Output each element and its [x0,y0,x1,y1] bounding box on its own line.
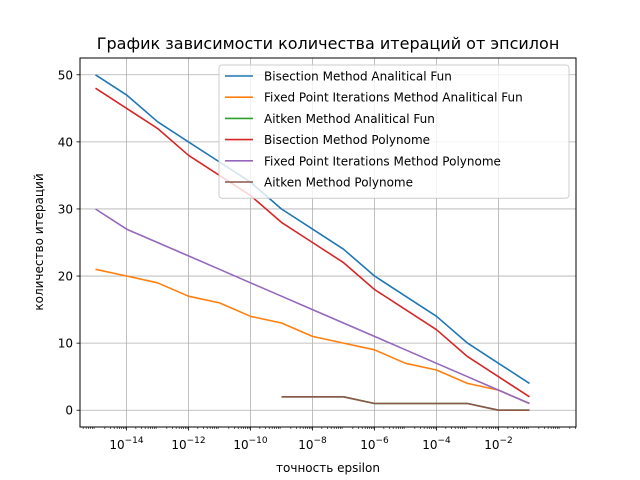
legend-label: Bisection Method Polynome [264,133,430,147]
plot-frame [79,57,577,428]
y-tick-label: 30 [58,202,73,216]
chart-title: График зависимости количества итераций о… [97,34,560,53]
x-tick-label: 10−12 [171,436,205,452]
series-line [95,208,530,405]
legend-label: Bisection Method Analitical Fun [264,70,452,84]
legend-label: Aitken Method Analitical Fun [264,112,435,126]
legend-label: Fixed Point Iterations Method Polynome [264,154,501,168]
y-tick-label: 50 [58,68,73,82]
legend: Bisection Method Analitical Fun Fixed Poi… [218,64,570,199]
x-tick-label: 10−6 [360,436,389,452]
legend-box [218,64,570,199]
series-line [95,268,530,405]
y-tick-label: 10 [58,337,73,351]
y-axis: 0 10 20 30 40 50 [58,68,80,418]
series-line [281,395,530,412]
x-tick-label: 10−2 [484,436,513,452]
series-line [95,74,530,385]
x-tick-label: 10−14 [109,436,144,452]
x-tick-label: 10−10 [233,436,268,452]
y-tick-label: 0 [65,404,73,418]
y-axis-label: количество итераций [32,173,46,310]
y-tick-label: 20 [58,270,73,284]
legend-label: Aitken Method Polynome [264,176,413,190]
x-tick-label: 10−4 [422,436,451,452]
x-axis-label: точность epsilon [276,461,380,475]
x-tick-label: 10−8 [298,436,327,452]
x-axis: 10−14 10−12 10−10 10−8 10−6 10−4 10−2 [82,427,576,452]
y-tick-label: 40 [58,135,73,149]
series-line [95,87,530,398]
series-lines [95,74,530,412]
legend-label: Fixed Point Iterations Method Analitical… [264,91,523,105]
